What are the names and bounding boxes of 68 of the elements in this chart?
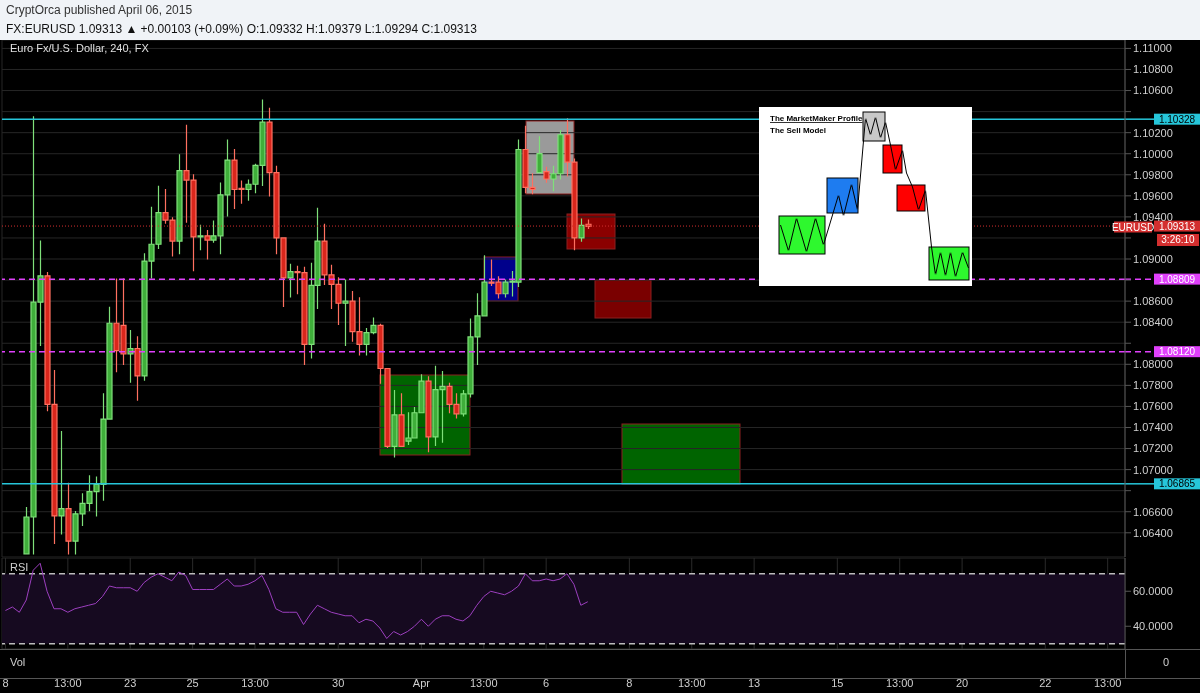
- chart-title: Euro Fx/U.S. Dollar, 240, FX: [10, 42, 150, 54]
- annotation: The MarketMaker Profile: [770, 114, 864, 123]
- x-tick-label: 30: [332, 677, 345, 689]
- ref-line-label: 1.08809: [1158, 273, 1196, 285]
- y-tick-label: 1.10200: [1133, 126, 1173, 139]
- line-series: [4, 562, 589, 639]
- ref-line-label: 1.10328: [1158, 113, 1196, 125]
- ref-line-label: 1.09313: [1158, 220, 1196, 232]
- candlestick: [176, 154, 183, 255]
- candlestick: [391, 390, 398, 458]
- x-tick-label: Apr: [412, 677, 431, 689]
- y-tick-label: 1.08600: [1133, 295, 1173, 308]
- candlestick: [204, 229, 211, 260]
- text: Vol: [10, 656, 26, 668]
- y-tick-label: 1.07200: [1133, 442, 1173, 455]
- x-tick-label: 13:00: [54, 677, 82, 689]
- text: 3:26:10: [1161, 234, 1196, 245]
- y-tick-label: 1.10000: [1133, 147, 1173, 160]
- x-tick-label: 6: [543, 677, 550, 689]
- text: CryptOrca published April 06, 2015: [6, 3, 193, 17]
- candlestick: [536, 136, 543, 174]
- y-tick-label: 1.07800: [1133, 379, 1173, 392]
- y-tick-label: 60.0000: [1133, 585, 1173, 598]
- y-tick-label: 1.08000: [1133, 358, 1173, 371]
- x-tick-label: 25: [186, 677, 199, 689]
- x-tick-label: 13:00: [677, 677, 706, 689]
- chart-title: RSI: [10, 561, 29, 573]
- candlestick: [197, 224, 204, 251]
- text: 0: [1163, 656, 1170, 668]
- y-tick-label: 1.09600: [1133, 189, 1173, 202]
- candlestick: [543, 166, 550, 183]
- x-tick-label: 23: [124, 677, 137, 689]
- y-tick-label: 1.10800: [1133, 63, 1173, 76]
- candlestick: [398, 393, 405, 448]
- ref-line-label: 1.06865: [1158, 478, 1196, 490]
- x-tick-label: 13:00: [885, 677, 914, 689]
- y-tick-label: 1.07600: [1133, 400, 1173, 413]
- y-tick-label: 1.08400: [1133, 316, 1173, 329]
- x-tick-label: 13:00: [1093, 677, 1122, 689]
- y-tick-label: 1.10600: [1133, 84, 1173, 97]
- x-tick-label: 13:00: [470, 677, 498, 689]
- candlestick: [578, 218, 585, 242]
- x-tick-label: 8: [626, 677, 633, 689]
- y-tick-label: 1.09800: [1133, 168, 1173, 181]
- x-tick-label: 20: [955, 677, 969, 689]
- annotation: The Sell Model: [770, 126, 827, 135]
- y-tick-label: 1.09400: [1133, 210, 1173, 223]
- candlestick: [425, 376, 432, 453]
- text: FX:EURUSD 1.09313 ▲ +0.00103 (+0.09%) O:1.09332 H:1.09379 L:1.09294 C:1.09313: [6, 22, 478, 36]
- candlestick: [127, 330, 134, 383]
- x-tick-label: 13: [748, 677, 761, 689]
- candlestick: [134, 336, 141, 401]
- y-tick-label: 1.07400: [1133, 421, 1173, 434]
- x-tick-label: 8: [2, 677, 9, 689]
- candlestick: [342, 279, 349, 346]
- x-tick-label: 15: [831, 677, 844, 689]
- y-tick-label: 1.06600: [1133, 505, 1173, 518]
- y-tick-label: 1.11000: [1133, 42, 1172, 55]
- ref-line-label: 1.08120: [1158, 346, 1196, 358]
- candlestick: [287, 263, 294, 298]
- y-tick-label: 1.06400: [1133, 526, 1173, 539]
- x-tick-label: 22: [1039, 677, 1052, 689]
- candlestick: [58, 431, 65, 535]
- y-tick-label: 1.07000: [1133, 463, 1173, 476]
- x-tick-label: 13:00: [241, 677, 269, 689]
- y-tick-label: 1.09000: [1133, 252, 1173, 265]
- candlestick: [65, 482, 72, 555]
- y-tick-label: 40.0000: [1133, 620, 1173, 633]
